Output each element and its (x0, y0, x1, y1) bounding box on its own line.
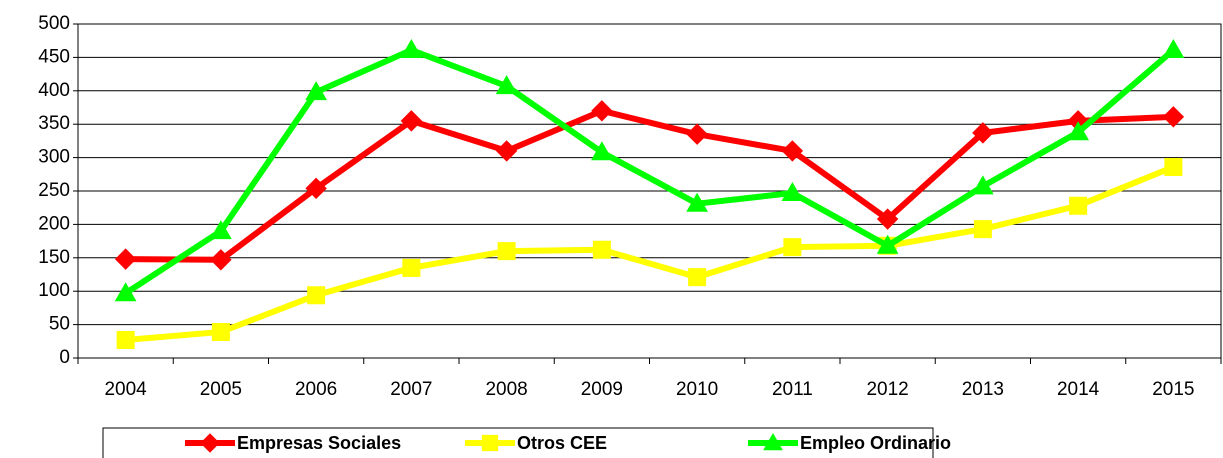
marker (210, 249, 232, 271)
series-line (123, 47, 1176, 296)
marker (114, 282, 137, 302)
marker (1162, 106, 1185, 128)
marker (972, 175, 994, 195)
y-tick-label: 400 (38, 80, 70, 101)
series-line (125, 164, 1175, 343)
x-tick-label: 2012 (866, 379, 908, 400)
marker (210, 220, 232, 240)
x-tick-label: 2006 (295, 379, 337, 400)
x-tick-label: 2007 (390, 379, 432, 400)
marker (686, 192, 708, 212)
y-tick-label: 100 (38, 280, 70, 301)
marker (763, 432, 783, 451)
marker (305, 177, 327, 200)
marker (497, 242, 516, 261)
series-line (125, 107, 1174, 263)
legend-label: Otros CEE (517, 433, 607, 453)
marker (1067, 121, 1089, 141)
x-tick-label: 2014 (1057, 379, 1100, 400)
x-tick-label: 2005 (200, 379, 242, 400)
y-tick-label: 300 (38, 147, 70, 168)
x-tick-label: 2011 (772, 379, 813, 400)
legend-label: Empresas Sociales (237, 433, 401, 453)
marker (400, 110, 423, 132)
x-tick-label: 2009 (581, 379, 623, 400)
marker (495, 140, 518, 162)
y-tick-label: 450 (38, 46, 70, 67)
marker (876, 208, 899, 230)
y-tick-label: 350 (38, 113, 70, 134)
marker (973, 220, 992, 239)
marker (307, 286, 326, 305)
y-tick-label: 50 (49, 314, 70, 335)
y-tick-label: 200 (38, 213, 70, 234)
marker (781, 140, 804, 162)
marker (876, 234, 899, 254)
marker (481, 434, 499, 452)
x-tick-label: 2013 (962, 379, 1004, 400)
y-tick-label: 0 (59, 347, 70, 368)
marker (591, 100, 613, 122)
x-tick-label: 2008 (485, 379, 527, 400)
marker (200, 433, 220, 453)
marker (688, 268, 707, 287)
x-tick-label: 2015 (1152, 379, 1194, 400)
marker (1069, 196, 1088, 215)
marker (783, 238, 802, 257)
marker (305, 81, 327, 101)
x-tick-label: 2004 (104, 379, 147, 400)
legend-label: Empleo Ordinario (800, 433, 951, 453)
marker (116, 330, 135, 349)
marker (781, 181, 804, 202)
x-tick-label: 2010 (676, 379, 718, 400)
marker (400, 39, 423, 59)
marker (114, 248, 137, 270)
marker (402, 258, 421, 277)
marker (495, 75, 518, 95)
y-tick-label: 150 (38, 247, 70, 268)
marker (1164, 157, 1183, 176)
marker (972, 122, 994, 144)
y-tick-label: 500 (38, 13, 70, 34)
marker (591, 141, 613, 161)
marker (686, 123, 708, 145)
marker (592, 240, 611, 259)
y-tick-label: 250 (38, 180, 70, 201)
marker (211, 322, 230, 341)
marker (1162, 39, 1185, 59)
